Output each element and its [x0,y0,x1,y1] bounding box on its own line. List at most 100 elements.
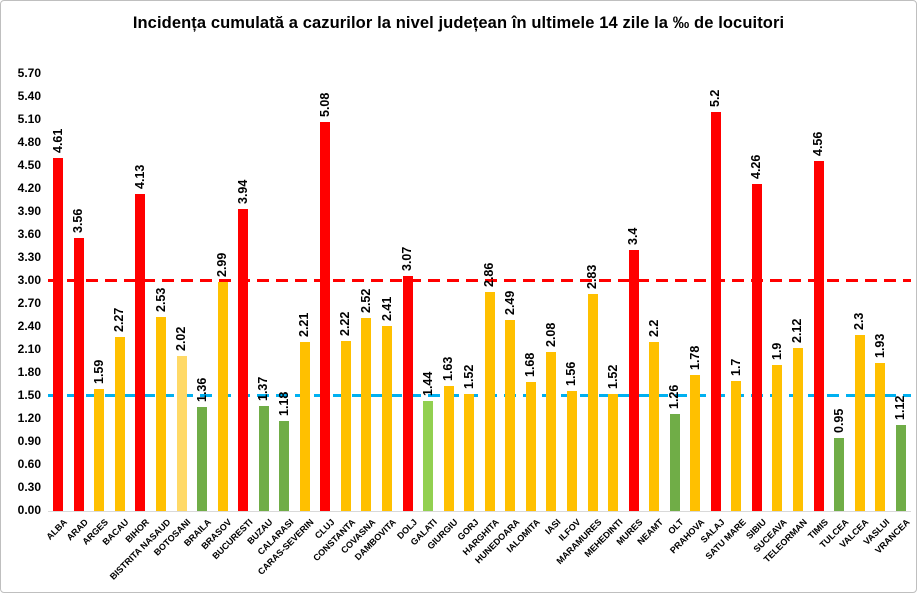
bar-MURES [628,250,639,511]
value-label-COVASNA: 2.52 [358,288,373,313]
value-label-TIMIS: 4.56 [811,132,826,157]
value-label-SIBIU: 4.26 [749,155,764,180]
bar-BISTRITA NASAUD [156,317,166,511]
value-label-MARAMURES: 2.83 [585,264,599,290]
bar-SALAJ [710,112,721,511]
value-label-HARGHITA: 2.86 [482,262,497,287]
value-label-BISTRITA NASAUD: 2.53 [153,287,168,313]
value-label-NEAMT: 2.2 [646,319,661,338]
value-label-ARGES: 1.59 [91,359,106,385]
bar-CLUJ [320,121,331,511]
value-label-GORJ: 1.52 [461,365,476,390]
bar-OLT [669,414,680,511]
value-label-BACAU: 2.27 [112,307,127,332]
bar-VRANCEA [895,425,906,511]
value-label-TELEORMAN: 2.12 [790,319,805,344]
y-tick-label: 2.40 [17,319,41,333]
y-tick-label: 1.80 [17,365,41,379]
value-label-IALOMITA: 1.68 [523,352,538,378]
bar-BIHOR [135,194,146,511]
bar-NEAMT [649,342,660,511]
reference-line-3 [48,279,911,282]
bar-ILFOV [566,391,577,511]
y-tick-label: 3.60 [17,227,41,241]
value-label-SATU MARE: 1.7 [728,358,743,376]
bar-CONSTANTA [340,340,351,511]
value-label-BIHOR: 4.13 [132,165,147,190]
y-tick-label: 3.90 [17,204,41,218]
value-label-IASI: 2.08 [543,322,558,347]
bar-BRAILA [197,406,208,511]
value-label-ARAD: 3.56 [71,208,86,234]
value-label-OLT: 1.26 [667,385,682,410]
y-tick-label: 5.10 [17,112,41,126]
value-label-DAMBOVITA: 2.41 [379,296,394,322]
value-label-BRASOV: 2.99 [215,252,230,277]
bar-TULCEA [834,438,845,511]
reference-line-1.5 [48,394,911,397]
y-tick-label: 5.40 [17,89,41,103]
bar-VALCEA [854,334,865,511]
value-label-GALATI: 1.44 [420,371,435,396]
value-label-TULCEA: 0.95 [831,408,846,434]
value-label-ALBA: 4.61 [50,128,65,153]
value-label-CARAS-SEVERIN: 2.21 [297,312,312,337]
bar-COVASNA [361,317,372,511]
y-tick-label: 3.00 [17,273,41,287]
y-tick-label: 1.20 [17,411,41,425]
bar-CALARASI [279,420,290,511]
value-label-PRAHOVA: 1.78 [687,345,702,370]
value-label-CONSTANTA: 2.22 [338,311,353,336]
y-tick-label: 4.50 [17,158,41,172]
value-label-VRANCEA: 1.12 [893,395,908,421]
bar-BACAU [114,336,125,511]
value-label-BOTOSANI: 2.02 [174,326,189,352]
bar-ARAD [73,238,84,511]
bar-IALOMITA [525,382,536,511]
bar-SIBIU [751,184,762,511]
value-label-MURES: 3.4 [626,227,641,246]
bar-TIMIS [813,161,824,511]
value-label-BUZAU: 1.37 [256,376,271,401]
y-tick-label: 1.50 [17,388,41,402]
bar-BRASOV [217,281,228,511]
value-label-CLUJ: 5.08 [317,92,332,117]
bar-CARAS-SEVERIN [299,341,310,511]
bar-ARGES [94,389,105,511]
chart-title: Incidența cumulată a cazurilor la nivel … [132,14,785,32]
bar-SATU MARE [731,380,742,511]
y-tick-label: 0.00 [17,503,41,517]
bar-GIURGIU [443,386,454,511]
bar-GALATI [423,400,434,511]
bar-BOTOSANI [176,356,187,511]
value-label-GIURGIU: 1.63 [441,356,456,382]
y-tick-label: 0.90 [17,434,41,448]
y-tick-label: 4.20 [17,181,41,195]
bar-HUNEDOARA [505,320,516,511]
x-axis-line [48,511,911,512]
value-label-MEHEDINTI: 1.52 [605,365,620,390]
bar-MEHEDINTI [608,394,619,511]
bar-IASI [546,351,557,511]
value-label-VASLUI: 1.93 [872,333,887,359]
bar-BUZAU [258,405,269,511]
bar-BUCURESTI [238,208,249,511]
y-tick-label: 4.80 [17,135,41,149]
y-tick-label: 0.60 [17,457,41,471]
bar-MARAMURES [587,294,598,511]
bar-DOLJ [402,275,413,511]
value-label-SALAJ: 5.2 [708,89,723,108]
y-tick-label: 5.70 [17,66,41,80]
value-label-DOLJ: 3.07 [400,246,415,271]
value-label-VALCEA: 2.3 [852,312,867,330]
bar-SUCEAVA [772,365,783,511]
bar-VASLUI [875,363,886,511]
bar-DAMBOVITA [382,326,393,511]
value-label-BUCURESTI: 3.94 [235,179,250,204]
bar-GORJ [464,394,475,511]
value-label-CALARASI: 1.18 [276,391,291,416]
bar-ALBA [53,157,64,511]
y-tick-label: 2.70 [17,296,41,310]
value-label-ILFOV: 1.56 [564,362,579,387]
